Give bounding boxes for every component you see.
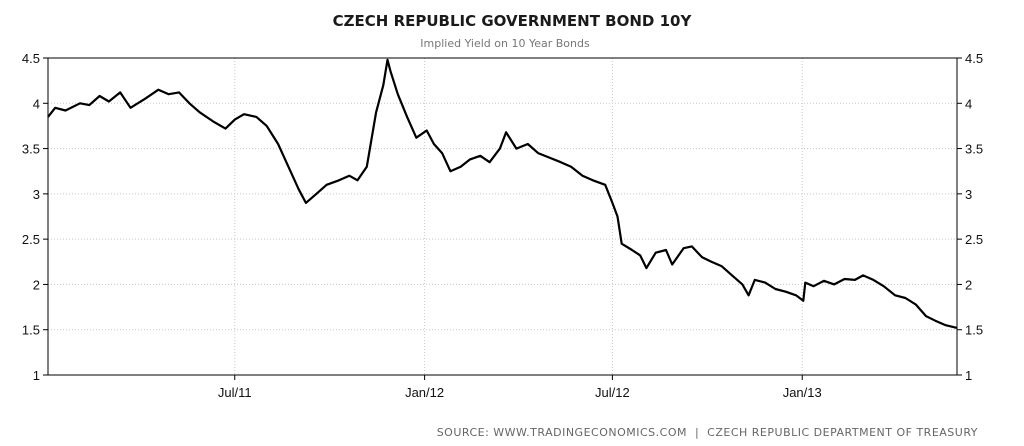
y-tick-label-left: 2 <box>33 277 40 292</box>
y-tick-label-right: 2.5 <box>965 232 983 247</box>
source-note: SOURCE: WWW.TRADINGECONOMICS.COM | CZECH… <box>437 426 978 439</box>
y-tick-label-left: 4 <box>33 96 40 111</box>
x-tick-label: Jan/13 <box>783 385 822 400</box>
series-line-0 <box>47 58 958 329</box>
y-axis-left: 1 1.5 2 2.5 3 3.5 4 4.5 <box>22 51 48 383</box>
plot-frame <box>47 57 958 376</box>
y-axis-right: 1 1.5 2 2.5 3 3.5 4 4.5 <box>957 51 983 383</box>
x-axis: Jul/11 Jan/12 Jul/12 Jan/13 <box>218 375 822 400</box>
y-tick-label-right: 4 <box>965 96 972 111</box>
y-tick-label-right: 4.5 <box>965 51 983 66</box>
y-tick-label-left: 1 <box>33 368 40 383</box>
y-tick-label-left: 4.5 <box>22 51 40 66</box>
x-tick-label: Jul/11 <box>218 385 252 400</box>
y-tick-label-right: 3 <box>965 187 972 202</box>
chart-title: CZECH REPUBLIC GOVERNMENT BOND 10Y <box>333 12 693 30</box>
series-layer <box>47 58 958 329</box>
y-tick-label-left: 2.5 <box>22 232 40 247</box>
x-tick-label: Jan/12 <box>405 385 444 400</box>
y-tick-label-left: 1.5 <box>22 323 40 338</box>
y-tick-label-right: 3.5 <box>965 142 983 157</box>
x-tick-label: Jul/12 <box>595 385 630 400</box>
y-tick-label-left: 3.5 <box>22 142 40 157</box>
gridlines <box>48 58 957 375</box>
y-tick-label-left: 3 <box>33 187 40 202</box>
y-tick-label-right: 1 <box>965 368 972 383</box>
chart-subtitle: Implied Yield on 10 Year Bonds <box>420 37 590 50</box>
y-tick-label-right: 2 <box>965 277 972 292</box>
y-tick-label-right: 1.5 <box>965 323 983 338</box>
